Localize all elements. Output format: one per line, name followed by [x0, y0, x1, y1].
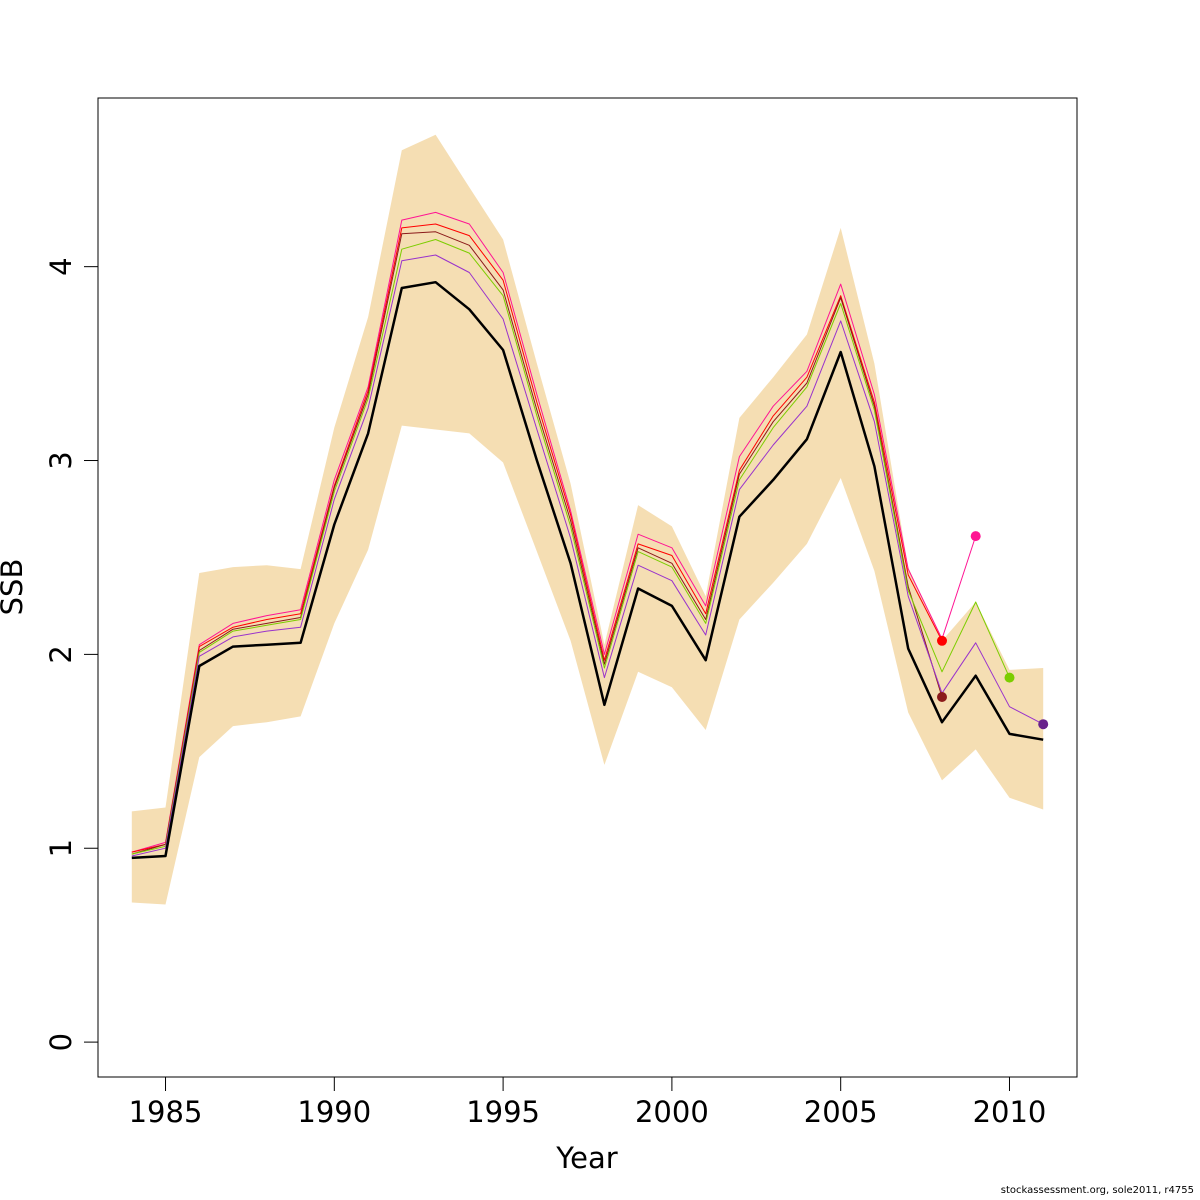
series-end-point-1: [970, 531, 981, 542]
series-end-point-5: [1038, 719, 1049, 730]
x-tick-label: 2010: [973, 1095, 1047, 1129]
x-axis-label: Year: [555, 1141, 617, 1175]
y-tick-label: 0: [44, 1033, 78, 1051]
series-line-4: [131, 239, 1010, 855]
y-axis: 0 1 2 3 4: [44, 257, 99, 1051]
series-layer: [131, 211, 1044, 860]
series-end-point-4: [1004, 672, 1015, 683]
series-end-point-3: [937, 692, 947, 702]
x-tick-label: 2000: [635, 1095, 709, 1129]
y-tick-label: 1: [44, 839, 78, 857]
y-axis-label: SSB: [0, 559, 29, 616]
x-tick-label: 1985: [129, 1095, 203, 1129]
series-line-2: [131, 223, 943, 853]
series-line-3: [131, 231, 943, 855]
y-tick-label: 2: [44, 645, 78, 663]
x-tick-label: 1995: [466, 1095, 540, 1129]
end-marker-layer: [937, 531, 1049, 730]
series-line-6: [131, 280, 1044, 860]
series-end-point-2: [937, 635, 947, 646]
series-line-1: [131, 211, 977, 853]
credit-text: stockassessment.org, sole2011, r4755: [1000, 1185, 1194, 1196]
confidence-band: [131, 134, 1044, 905]
y-tick-label: 4: [44, 257, 78, 275]
x-axis: 1985 1990 1995 2000 2005 2010: [129, 1076, 1047, 1129]
x-tick-label: 2005: [804, 1095, 878, 1129]
confidence-band-layer: [131, 134, 1044, 905]
series-line-5: [131, 254, 1044, 857]
y-tick-label: 3: [44, 451, 78, 469]
x-tick-label: 1990: [297, 1095, 371, 1129]
